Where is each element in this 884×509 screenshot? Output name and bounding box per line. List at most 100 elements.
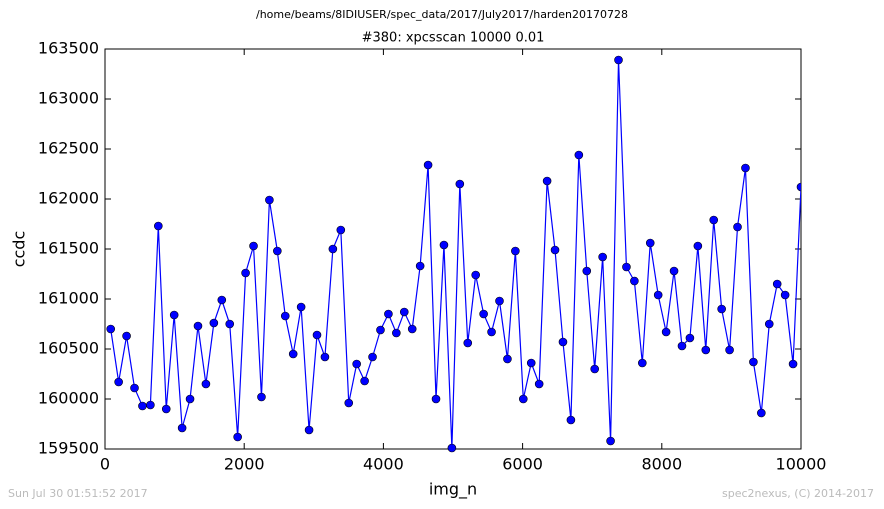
data-point (376, 325, 385, 335)
y-tick-label: 160500 (38, 339, 99, 358)
data-point (138, 401, 147, 411)
data-point (566, 415, 576, 425)
data-point (495, 296, 504, 306)
data-point (717, 304, 726, 314)
data-point (622, 262, 631, 272)
y-tick-label: 161500 (38, 239, 99, 258)
x-tick-label: 0 (100, 455, 110, 474)
data-point (590, 364, 600, 374)
x-axis-label: img_n (429, 480, 477, 500)
data-point (280, 311, 290, 321)
data-point (709, 215, 719, 225)
data-point (780, 290, 790, 300)
data-point (217, 295, 227, 305)
data-point (177, 423, 187, 433)
data-point (296, 302, 306, 312)
data-point (233, 432, 242, 442)
data-point (352, 359, 361, 369)
data-point (273, 246, 282, 256)
data-point (479, 309, 488, 319)
y-tick-label: 161000 (38, 289, 99, 308)
data-point (598, 252, 607, 262)
data-point (669, 266, 679, 276)
data-point (558, 337, 568, 347)
data-point (368, 352, 377, 362)
data-point (796, 182, 801, 192)
data-point (487, 327, 496, 337)
data-point (344, 398, 354, 408)
y-tick-label: 163500 (38, 39, 99, 58)
data-point (336, 225, 346, 235)
data-point (415, 261, 425, 271)
footer-right: spec2nexus, (C) 2014-2017 (722, 487, 874, 500)
plot-area (106, 55, 801, 453)
chart-title: #380: xpcsscan 10000 0.01 (362, 31, 545, 46)
data-point (328, 244, 338, 254)
data-point (209, 318, 219, 328)
data-point (169, 310, 179, 320)
data-point (725, 345, 734, 355)
data-point (733, 222, 742, 232)
y-tick-label: 160000 (38, 389, 99, 408)
data-point (550, 245, 560, 255)
data-point (788, 359, 798, 369)
data-point (249, 241, 258, 251)
data-point (614, 55, 623, 65)
x-tick-label: 8000 (641, 455, 682, 474)
data-point (241, 268, 250, 278)
y-tick-label: 159500 (38, 439, 99, 458)
data-point (384, 309, 393, 319)
data-point (582, 266, 592, 276)
data-point (455, 179, 465, 189)
data-point (503, 354, 512, 364)
data-point (447, 443, 457, 453)
x-tick-label: 2000 (224, 455, 265, 474)
data-point (304, 425, 314, 435)
data-point (645, 238, 655, 248)
data-point (630, 276, 639, 286)
data-point (265, 195, 274, 205)
data-point (407, 324, 417, 334)
data-point (320, 352, 330, 362)
data-point (114, 377, 123, 387)
data-point (677, 341, 687, 351)
data-point (146, 400, 155, 410)
data-point (526, 358, 536, 368)
data-point (542, 176, 552, 186)
data-point (225, 319, 235, 329)
y-tick-label: 162500 (38, 139, 99, 158)
data-point (423, 160, 433, 170)
data-point (685, 333, 695, 343)
x-tick-label: 10000 (776, 455, 827, 474)
data-point (288, 349, 298, 359)
data-point (749, 357, 758, 367)
y-tick-label: 162000 (38, 189, 99, 208)
data-point (511, 246, 520, 256)
data-point (106, 324, 116, 334)
x-tick-label: 4000 (363, 455, 404, 474)
data-point (312, 330, 322, 340)
data-point (130, 383, 139, 393)
data-point (638, 358, 647, 368)
data-point (606, 436, 615, 446)
data-point (439, 240, 449, 250)
data-point (471, 270, 480, 280)
data-point (701, 345, 711, 355)
data-point (185, 394, 195, 404)
data-point (431, 394, 441, 404)
data-point (257, 392, 266, 402)
data-point (693, 241, 703, 251)
data-point (661, 327, 671, 337)
data-point (653, 290, 663, 300)
data-point (757, 408, 766, 418)
data-point (201, 379, 211, 389)
data-point (392, 328, 401, 338)
footer-left: Sun Jul 30 01:51:52 2017 (8, 487, 148, 500)
data-point (122, 331, 131, 341)
data-point (193, 321, 203, 331)
data-point (772, 279, 782, 289)
data-point (154, 221, 163, 231)
data-point (764, 319, 774, 329)
data-point (518, 394, 528, 404)
